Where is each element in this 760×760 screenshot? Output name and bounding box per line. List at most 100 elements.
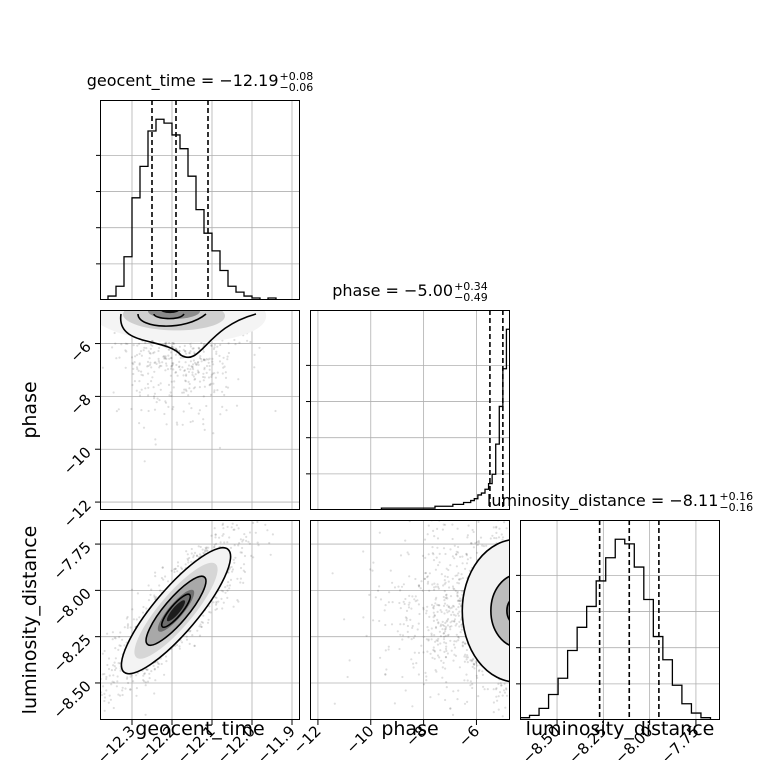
scatter-point xyxy=(455,608,458,611)
scatter-point xyxy=(135,353,139,357)
scatter-point xyxy=(213,372,216,375)
scatter-point xyxy=(243,533,246,536)
scatter-point xyxy=(147,350,150,353)
scatter-point xyxy=(131,383,134,387)
scatter-point xyxy=(445,593,448,596)
scatter-point xyxy=(165,364,168,367)
scatter-point xyxy=(464,642,467,646)
scatter-point xyxy=(110,669,113,672)
scatter-point xyxy=(210,344,213,347)
scatter-point xyxy=(443,602,447,605)
scatter-point xyxy=(446,619,449,622)
scatter-point xyxy=(426,605,429,608)
scatter-point xyxy=(155,362,158,365)
scatter-point xyxy=(212,382,215,385)
scatter-point xyxy=(442,584,445,587)
scatter-point xyxy=(126,623,130,626)
scatter-point xyxy=(469,542,473,545)
scatter-point xyxy=(143,672,146,675)
scatter-point xyxy=(407,553,410,556)
scatter-point xyxy=(492,701,495,704)
scatter-point xyxy=(443,641,446,644)
scatter-point xyxy=(207,376,211,379)
scatter-point xyxy=(245,535,248,539)
scatter-point xyxy=(157,357,160,360)
scatter-point xyxy=(150,588,153,591)
scatter-point xyxy=(390,623,394,626)
scatter-point xyxy=(203,385,206,388)
scatter-point xyxy=(180,566,183,569)
scatter-point xyxy=(154,571,157,574)
scatter-point xyxy=(399,589,402,592)
scatter-point xyxy=(460,628,463,631)
contour-mid xyxy=(137,313,207,327)
scatter-point xyxy=(200,625,203,628)
scatter-point xyxy=(165,660,168,663)
scatter-point xyxy=(221,522,225,525)
scatter-point xyxy=(484,517,486,519)
scatter-point xyxy=(151,376,154,379)
scatter-point xyxy=(426,582,429,585)
scatter-point xyxy=(442,523,445,526)
scatter-point xyxy=(106,632,109,635)
scatter-point xyxy=(435,596,438,600)
scatter-point xyxy=(197,545,200,548)
scatter-point xyxy=(172,362,175,365)
scatter-point xyxy=(191,365,194,368)
scatter-point xyxy=(131,361,134,365)
scatter-point xyxy=(436,618,439,622)
scatter-point xyxy=(213,543,216,547)
scatter-point xyxy=(465,553,468,556)
scatter-point xyxy=(409,618,412,622)
scatter-point xyxy=(453,544,456,547)
scatter-point xyxy=(226,386,230,389)
density-level xyxy=(148,310,200,319)
scatter-point xyxy=(343,618,346,621)
scatter-point xyxy=(457,545,460,549)
scatter-point xyxy=(505,688,508,691)
scatter-point xyxy=(230,526,233,529)
scatter-point xyxy=(201,548,204,551)
scatter-point xyxy=(212,546,215,549)
scatter-point xyxy=(369,568,372,571)
scatter-point xyxy=(442,632,446,635)
density-contour xyxy=(461,538,510,683)
scatter-point xyxy=(218,536,221,539)
scatter-point xyxy=(185,550,188,553)
scatter-point xyxy=(153,361,156,364)
scatter-point xyxy=(391,601,394,604)
scatter-point xyxy=(148,672,151,675)
scatter-point xyxy=(155,401,158,404)
scatter-point xyxy=(432,648,435,652)
scatter-point xyxy=(424,671,427,675)
scatter-point xyxy=(465,554,468,557)
scatter-point xyxy=(449,707,452,710)
scatter-point xyxy=(470,659,473,662)
scatter-point xyxy=(454,614,457,617)
scatter-point xyxy=(215,542,218,546)
scatter-point xyxy=(231,568,235,571)
scatter-point xyxy=(449,564,452,567)
scatter-point xyxy=(495,526,498,529)
scatter-point xyxy=(388,591,391,594)
scatter-point xyxy=(434,568,437,571)
scatter-point xyxy=(140,409,143,412)
scatter-point xyxy=(444,627,447,631)
scatter-point xyxy=(491,534,494,537)
scatter-point xyxy=(422,683,426,686)
scatter-point xyxy=(172,368,175,371)
scatter-point xyxy=(222,527,225,530)
x-axis-label-luminosity_distance: luminosity_distance xyxy=(526,718,715,740)
scatter-point xyxy=(226,525,229,529)
scatter-point xyxy=(83,369,85,371)
scatter-point xyxy=(481,673,484,677)
scatter-point xyxy=(447,617,450,621)
scatter-point xyxy=(227,581,230,584)
scatter-point xyxy=(240,551,243,554)
scatter-point xyxy=(175,363,178,367)
scatter-point xyxy=(445,681,448,684)
scatter-point xyxy=(436,603,439,607)
scatter-point xyxy=(228,587,231,590)
scatter-point xyxy=(188,351,191,354)
scatter-point xyxy=(146,680,150,683)
